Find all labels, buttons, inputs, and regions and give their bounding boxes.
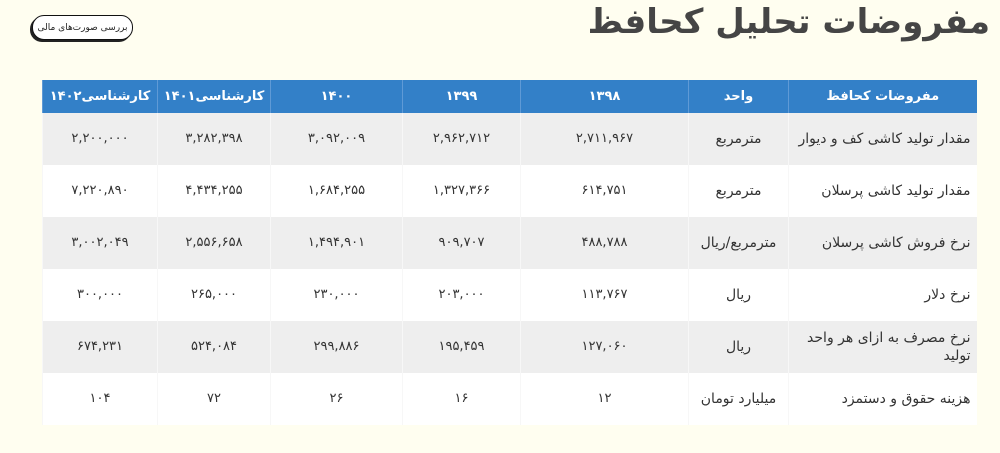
assumption-name: نرخ دلار [788,269,977,321]
value-cell: ۱,۶۸۴,۲۵۵ [270,165,403,217]
value-cell: ۱۱۳,۷۶۷ [520,269,689,321]
page-title: مفروضات تحلیل کحافظ [587,2,991,42]
column-header: ۱۳۹۹ [402,80,521,113]
unit-cell: ریال [688,321,789,373]
value-cell: ۳,۲۸۲,۳۹۸ [157,113,271,165]
assumptions-table: مفروضات کحافظ واحد ۱۳۹۸ ۱۳۹۹ ۱۴۰۰ کارشناسی۱۴۰… [42,80,977,425]
value-cell: ۴,۴۳۴,۲۵۵ [157,165,271,217]
value-cell: ۲۳۰,۰۰۰ [270,269,403,321]
unit-cell: ریال [688,269,789,321]
value-cell: ۲۶۵,۰۰۰ [157,269,271,321]
value-cell: ۱۶ [402,373,521,425]
assumption-name: نرخ فروش کاشی پرسلان [788,217,977,269]
value-cell: ۲۶ [270,373,403,425]
unit-cell: میلیارد تومان [688,373,789,425]
value-cell: ۵۲۴,۰۸۴ [157,321,271,373]
unit-cell: مترمربع [688,113,789,165]
column-header: کارشناسی۱۴۰۱ [157,80,271,113]
assumption-name: هزینه حقوق و دستمزد [788,373,977,425]
column-header: کارشناسی۱۴۰۲ [42,80,158,113]
unit-cell: مترمربع/ریال [688,217,789,269]
value-cell: ۶۱۴,۷۵۱ [520,165,689,217]
value-cell: ۲,۵۵۶,۶۵۸ [157,217,271,269]
column-header: ۱۴۰۰ [270,80,403,113]
value-cell: ۳,۰۰۲,۰۴۹ [42,217,158,269]
value-cell: ۲۰۳,۰۰۰ [402,269,521,321]
table-row: هزینه حقوق و دستمزد میلیارد تومان ۱۲ ۱۶ ۲۶ ۷۲… [42,373,977,425]
value-cell: ۲۹۹,۸۸۶ [270,321,403,373]
value-cell: ۱۹۵,۴۵۹ [402,321,521,373]
table-row: نرخ فروش کاشی پرسلان مترمربع/ریال ۴۸۸,۷۸۸ ۹… [42,217,977,269]
value-cell: ۱,۴۹۴,۹۰۱ [270,217,403,269]
value-cell: ۲,۹۶۲,۷۱۲ [402,113,521,165]
table-row: نرخ دلار ریال ۱۱۳,۷۶۷ ۲۰۳,۰۰۰ ۲۳۰,۰۰۰ ۲۶۵,۰۰۰… [42,269,977,321]
assumption-name: مقدار تولید کاشی پرسلان [788,165,977,217]
table-header-row: مفروضات کحافظ واحد ۱۳۹۸ ۱۳۹۹ ۱۴۰۰ کارشناسی۱۴۰… [42,80,977,113]
value-cell: ۱۲ [520,373,689,425]
column-header: ۱۳۹۸ [520,80,689,113]
value-cell: ۱۲۷,۰۶۰ [520,321,689,373]
value-cell: ۳,۰۹۲,۰۰۹ [270,113,403,165]
column-header: واحد [688,80,789,113]
value-cell: ۱۰۴ [42,373,158,425]
column-header: مفروضات کحافظ [788,80,977,113]
value-cell: ۴۸۸,۷۸۸ [520,217,689,269]
table-row: مقدار تولید کاشی پرسلان مترمربع ۶۱۴,۷۵۱ ۱,۳… [42,165,977,217]
unit-cell: مترمربع [688,165,789,217]
table-row: نرخ مصرف به ازای هر واحد تولید ریال ۱۲۷,۰۶… [42,321,977,373]
assumption-name: مقدار تولید کاشی کف و دیوار [788,113,977,165]
value-cell: ۷,۲۲۰,۸۹۰ [42,165,158,217]
table-row: مقدار تولید کاشی کف و دیوار مترمربع ۲,۷۱۱,… [42,113,977,165]
value-cell: ۳۰۰,۰۰۰ [42,269,158,321]
value-cell: ۲,۷۱۱,۹۶۷ [520,113,689,165]
financial-statements-button[interactable]: بررسی صورت‌های مالی [32,15,133,40]
value-cell: ۲,۲۰۰,۰۰۰ [42,113,158,165]
value-cell: ۶۷۴,۲۳۱ [42,321,158,373]
assumption-name: نرخ مصرف به ازای هر واحد تولید [788,321,977,373]
value-cell: ۷۲ [157,373,271,425]
value-cell: ۹۰۹,۷۰۷ [402,217,521,269]
value-cell: ۱,۳۲۷,۳۶۶ [402,165,521,217]
